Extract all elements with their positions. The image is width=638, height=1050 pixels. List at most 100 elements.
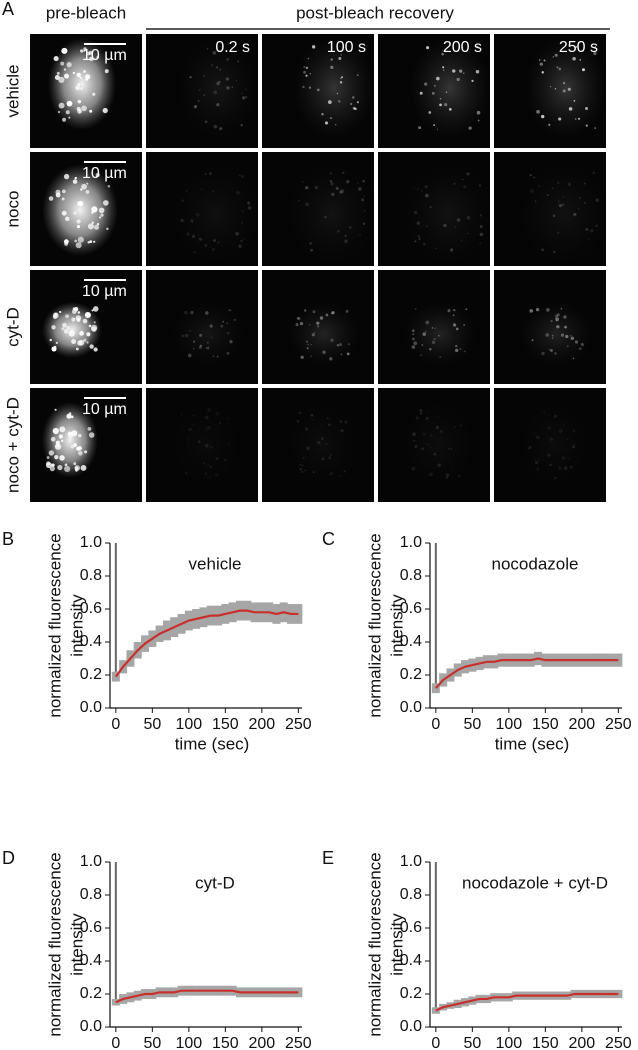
puncta	[554, 88, 557, 90]
micrograph	[30, 388, 142, 502]
puncta	[63, 329, 69, 334]
puncta	[65, 216, 70, 221]
puncta	[572, 56, 576, 61]
puncta	[562, 203, 565, 206]
puncta	[339, 420, 343, 423]
puncta	[77, 83, 81, 86]
cell	[526, 38, 606, 138]
puncta	[313, 331, 316, 334]
puncta	[86, 341, 89, 344]
puncta	[452, 69, 456, 73]
puncta	[62, 189, 66, 194]
puncta	[453, 322, 455, 324]
puncta	[207, 347, 210, 350]
y-axis-label: intensity	[67, 594, 86, 657]
puncta	[329, 180, 333, 183]
puncta	[534, 200, 537, 203]
puncta	[439, 98, 442, 100]
puncta	[562, 196, 564, 198]
puncta	[309, 242, 312, 245]
puncta	[593, 51, 597, 56]
puncta	[550, 437, 554, 442]
puncta	[205, 443, 209, 448]
puncta	[326, 417, 329, 420]
puncta	[199, 449, 202, 451]
puncta	[426, 46, 430, 50]
puncta	[554, 352, 557, 355]
puncta	[54, 75, 60, 81]
puncta	[300, 355, 304, 360]
puncta	[57, 464, 63, 471]
puncta	[329, 473, 332, 476]
y-axis-label: intensity	[387, 594, 406, 657]
panel-letter: A	[2, 0, 14, 19]
puncta	[231, 86, 234, 89]
puncta	[439, 103, 442, 107]
puncta	[465, 308, 468, 311]
puncta	[58, 76, 65, 83]
puncta	[443, 69, 445, 71]
x-tick-label: 0	[431, 716, 440, 733]
puncta	[245, 96, 248, 99]
puncta	[311, 45, 316, 49]
puncta	[305, 427, 308, 431]
puncta	[55, 440, 60, 445]
puncta	[215, 66, 219, 69]
y-tick-label: 0.8	[80, 886, 102, 903]
puncta	[91, 206, 98, 213]
puncta	[425, 416, 429, 420]
puncta	[592, 171, 595, 174]
puncta	[216, 355, 219, 358]
puncta	[562, 423, 565, 426]
puncta	[416, 221, 421, 225]
puncta	[66, 413, 72, 419]
puncta	[219, 127, 223, 130]
puncta	[241, 210, 244, 213]
puncta	[209, 172, 212, 175]
puncta	[60, 61, 65, 66]
puncta	[429, 206, 432, 209]
puncta	[455, 344, 458, 348]
puncta	[296, 317, 300, 320]
x-tick-label: 100	[175, 1035, 202, 1050]
puncta	[181, 199, 185, 203]
y-tick-label: 0.8	[80, 567, 102, 584]
mean-line	[115, 989, 299, 1004]
puncta	[453, 323, 457, 327]
x-tick-label: 250	[285, 1035, 312, 1050]
puncta	[189, 329, 191, 332]
puncta	[585, 124, 588, 127]
puncta	[339, 81, 343, 84]
puncta	[307, 343, 310, 346]
cell	[48, 38, 116, 130]
puncta	[89, 109, 93, 113]
puncta	[54, 455, 59, 460]
row-label: noco	[3, 191, 22, 228]
puncta	[475, 69, 480, 74]
puncta	[226, 57, 230, 61]
puncta	[213, 90, 218, 95]
y-tick-label: 0.2	[80, 666, 102, 683]
puncta	[459, 348, 462, 350]
puncta	[91, 309, 94, 312]
puncta	[441, 52, 444, 56]
puncta	[217, 241, 220, 244]
header-post: post-bleach recovery	[296, 3, 454, 22]
puncta	[558, 117, 562, 121]
puncta	[245, 88, 247, 90]
puncta	[296, 420, 299, 423]
puncta	[226, 331, 230, 335]
puncta	[541, 71, 544, 74]
puncta	[459, 69, 463, 73]
y-tick-label: 0.4	[400, 952, 422, 969]
puncta	[325, 313, 329, 317]
puncta	[329, 357, 333, 361]
puncta	[207, 425, 211, 430]
puncta	[91, 221, 94, 224]
puncta	[538, 185, 541, 187]
puncta	[583, 182, 586, 185]
puncta	[356, 101, 359, 104]
chart-title: nocodazole	[492, 554, 579, 573]
puncta	[555, 320, 558, 322]
